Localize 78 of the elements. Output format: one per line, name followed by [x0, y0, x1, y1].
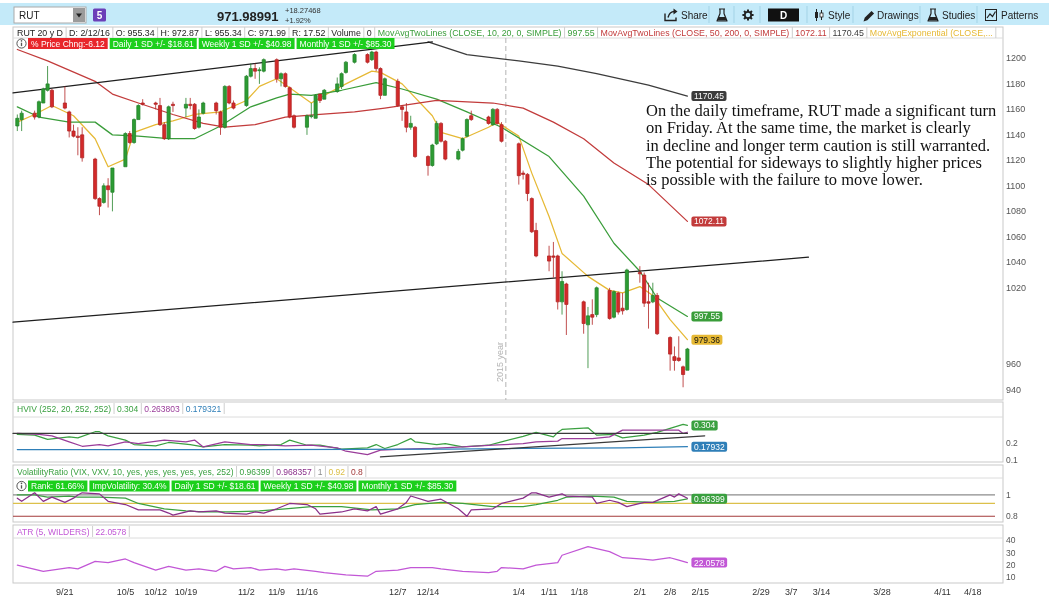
x-tick-label: 10/5 — [116, 587, 135, 597]
text: L: 955.34 — [204, 27, 242, 38]
text: MovAvgTwoLines (CLOSE, 10, 20, 0, SIMPLE) — [377, 27, 562, 38]
x-tick-label: 11/9 — [268, 587, 286, 597]
y-tick-label: 1160 — [1006, 104, 1026, 115]
text: MovAvgExponential (CLOSE,... — [869, 27, 993, 38]
text: 971.98991 — [217, 8, 279, 24]
text: H: 972.87 — [160, 27, 199, 38]
text: MovAvgTwoLines (CLOSE, 50, 200, 0, SIMPLE) — [600, 27, 790, 38]
text: RUT — [19, 10, 40, 21]
text: 0.179321 — [185, 403, 222, 414]
x-tick-label: 9/21 — [56, 587, 74, 597]
y-tick-label: 30 — [1006, 547, 1016, 558]
text: 22.0578 — [95, 526, 127, 537]
y-tick-label: 0.1 — [1006, 455, 1019, 466]
y-tick-label: 40 — [1006, 535, 1016, 546]
text: R: 17.52 — [292, 27, 326, 38]
x-tick-label: 2/29 — [752, 587, 770, 597]
ref-line-label: 0.8 — [350, 466, 364, 477]
text: 1072.11 — [795, 27, 827, 38]
y-tick-label: 940 — [1006, 384, 1022, 395]
x-tick-label: 12/7 — [388, 587, 407, 597]
x-tick-label: 4/18 — [963, 587, 982, 597]
x-tick-label: 1/11 — [540, 587, 558, 597]
x-tick-label: 10/12 — [144, 587, 167, 597]
text: Patterns — [1001, 10, 1039, 21]
ref-line-label: 2015 year — [494, 341, 505, 383]
y-tick-label: 1180 — [1006, 78, 1026, 89]
x-tick-label: 3/7 — [784, 587, 798, 597]
text: Volume — [331, 27, 361, 38]
x-tick-label: 2/8 — [663, 587, 677, 597]
annotation: On the daily timeframe, RUT made a significant turn — [646, 101, 997, 120]
text: 1170.45 — [832, 27, 864, 38]
x-tick-label: 12/14 — [416, 587, 440, 597]
x-tick-label: 3/28 — [873, 587, 891, 597]
text: D: 2/12/16 — [69, 27, 110, 38]
y-tick-label: 1020 — [1006, 282, 1027, 293]
x-tick-label: 11/16 — [296, 587, 318, 597]
text: D — [779, 10, 788, 21]
chart-title: ATR (5, WILDERS) — [17, 526, 90, 537]
y-tick-label: 10 — [1006, 572, 1016, 583]
x-tick-label: 3/14 — [812, 587, 831, 597]
y-tick-label: 20 — [1006, 560, 1016, 571]
text: 0.968357 — [276, 466, 312, 477]
y-tick-label: 0.8 — [1006, 511, 1019, 522]
ref-line-label: 1 — [317, 466, 323, 477]
text: Studies — [942, 10, 976, 21]
text: 0 — [366, 27, 372, 38]
text: Share — [681, 10, 709, 21]
ref-line-label: 0.92 — [328, 466, 346, 477]
text: 0.263803 — [144, 403, 181, 414]
text: C: 971.99 — [247, 27, 287, 38]
y-tick-label: 0.2 — [1006, 438, 1019, 449]
y-tick-label: 1140 — [1006, 129, 1026, 140]
y-tick-label: 1060 — [1006, 231, 1027, 242]
chart-title: HVIV (252, 20, 252, 252) — [17, 403, 112, 414]
x-tick-label: 4/11 — [934, 587, 951, 597]
y-tick-label: 1200 — [1006, 53, 1027, 64]
x-tick-label: 2/1 — [633, 587, 647, 597]
text: 0.96399 — [239, 466, 271, 477]
x-tick-label: 11/2 — [238, 587, 255, 597]
x-tick-label: 10/19 — [174, 587, 198, 597]
text: Drawings — [877, 10, 919, 21]
x-tick-label: 2/15 — [691, 587, 710, 597]
x-tick-label: 1/18 — [570, 587, 589, 597]
x-tick-label: 1/4 — [512, 587, 526, 597]
text: O: 955.34 — [115, 27, 155, 38]
y-tick-label: 1080 — [1006, 206, 1027, 217]
y-tick-label: 1 — [1006, 489, 1011, 500]
y-tick-label: 1100 — [1006, 180, 1026, 191]
chart-title: VolatilityRatio (VIX, VXV, 10, yes, yes, yes, yes, yes, 252) — [17, 466, 234, 477]
text: 997.55 — [567, 27, 595, 38]
y-tick-label: 1040 — [1006, 257, 1027, 268]
text: 0.304 — [117, 403, 139, 414]
text: Style — [828, 10, 851, 21]
text: RUT 20 y D — [17, 27, 63, 38]
y-tick-label: 960 — [1006, 359, 1022, 370]
y-tick-label: 1120 — [1006, 155, 1026, 166]
